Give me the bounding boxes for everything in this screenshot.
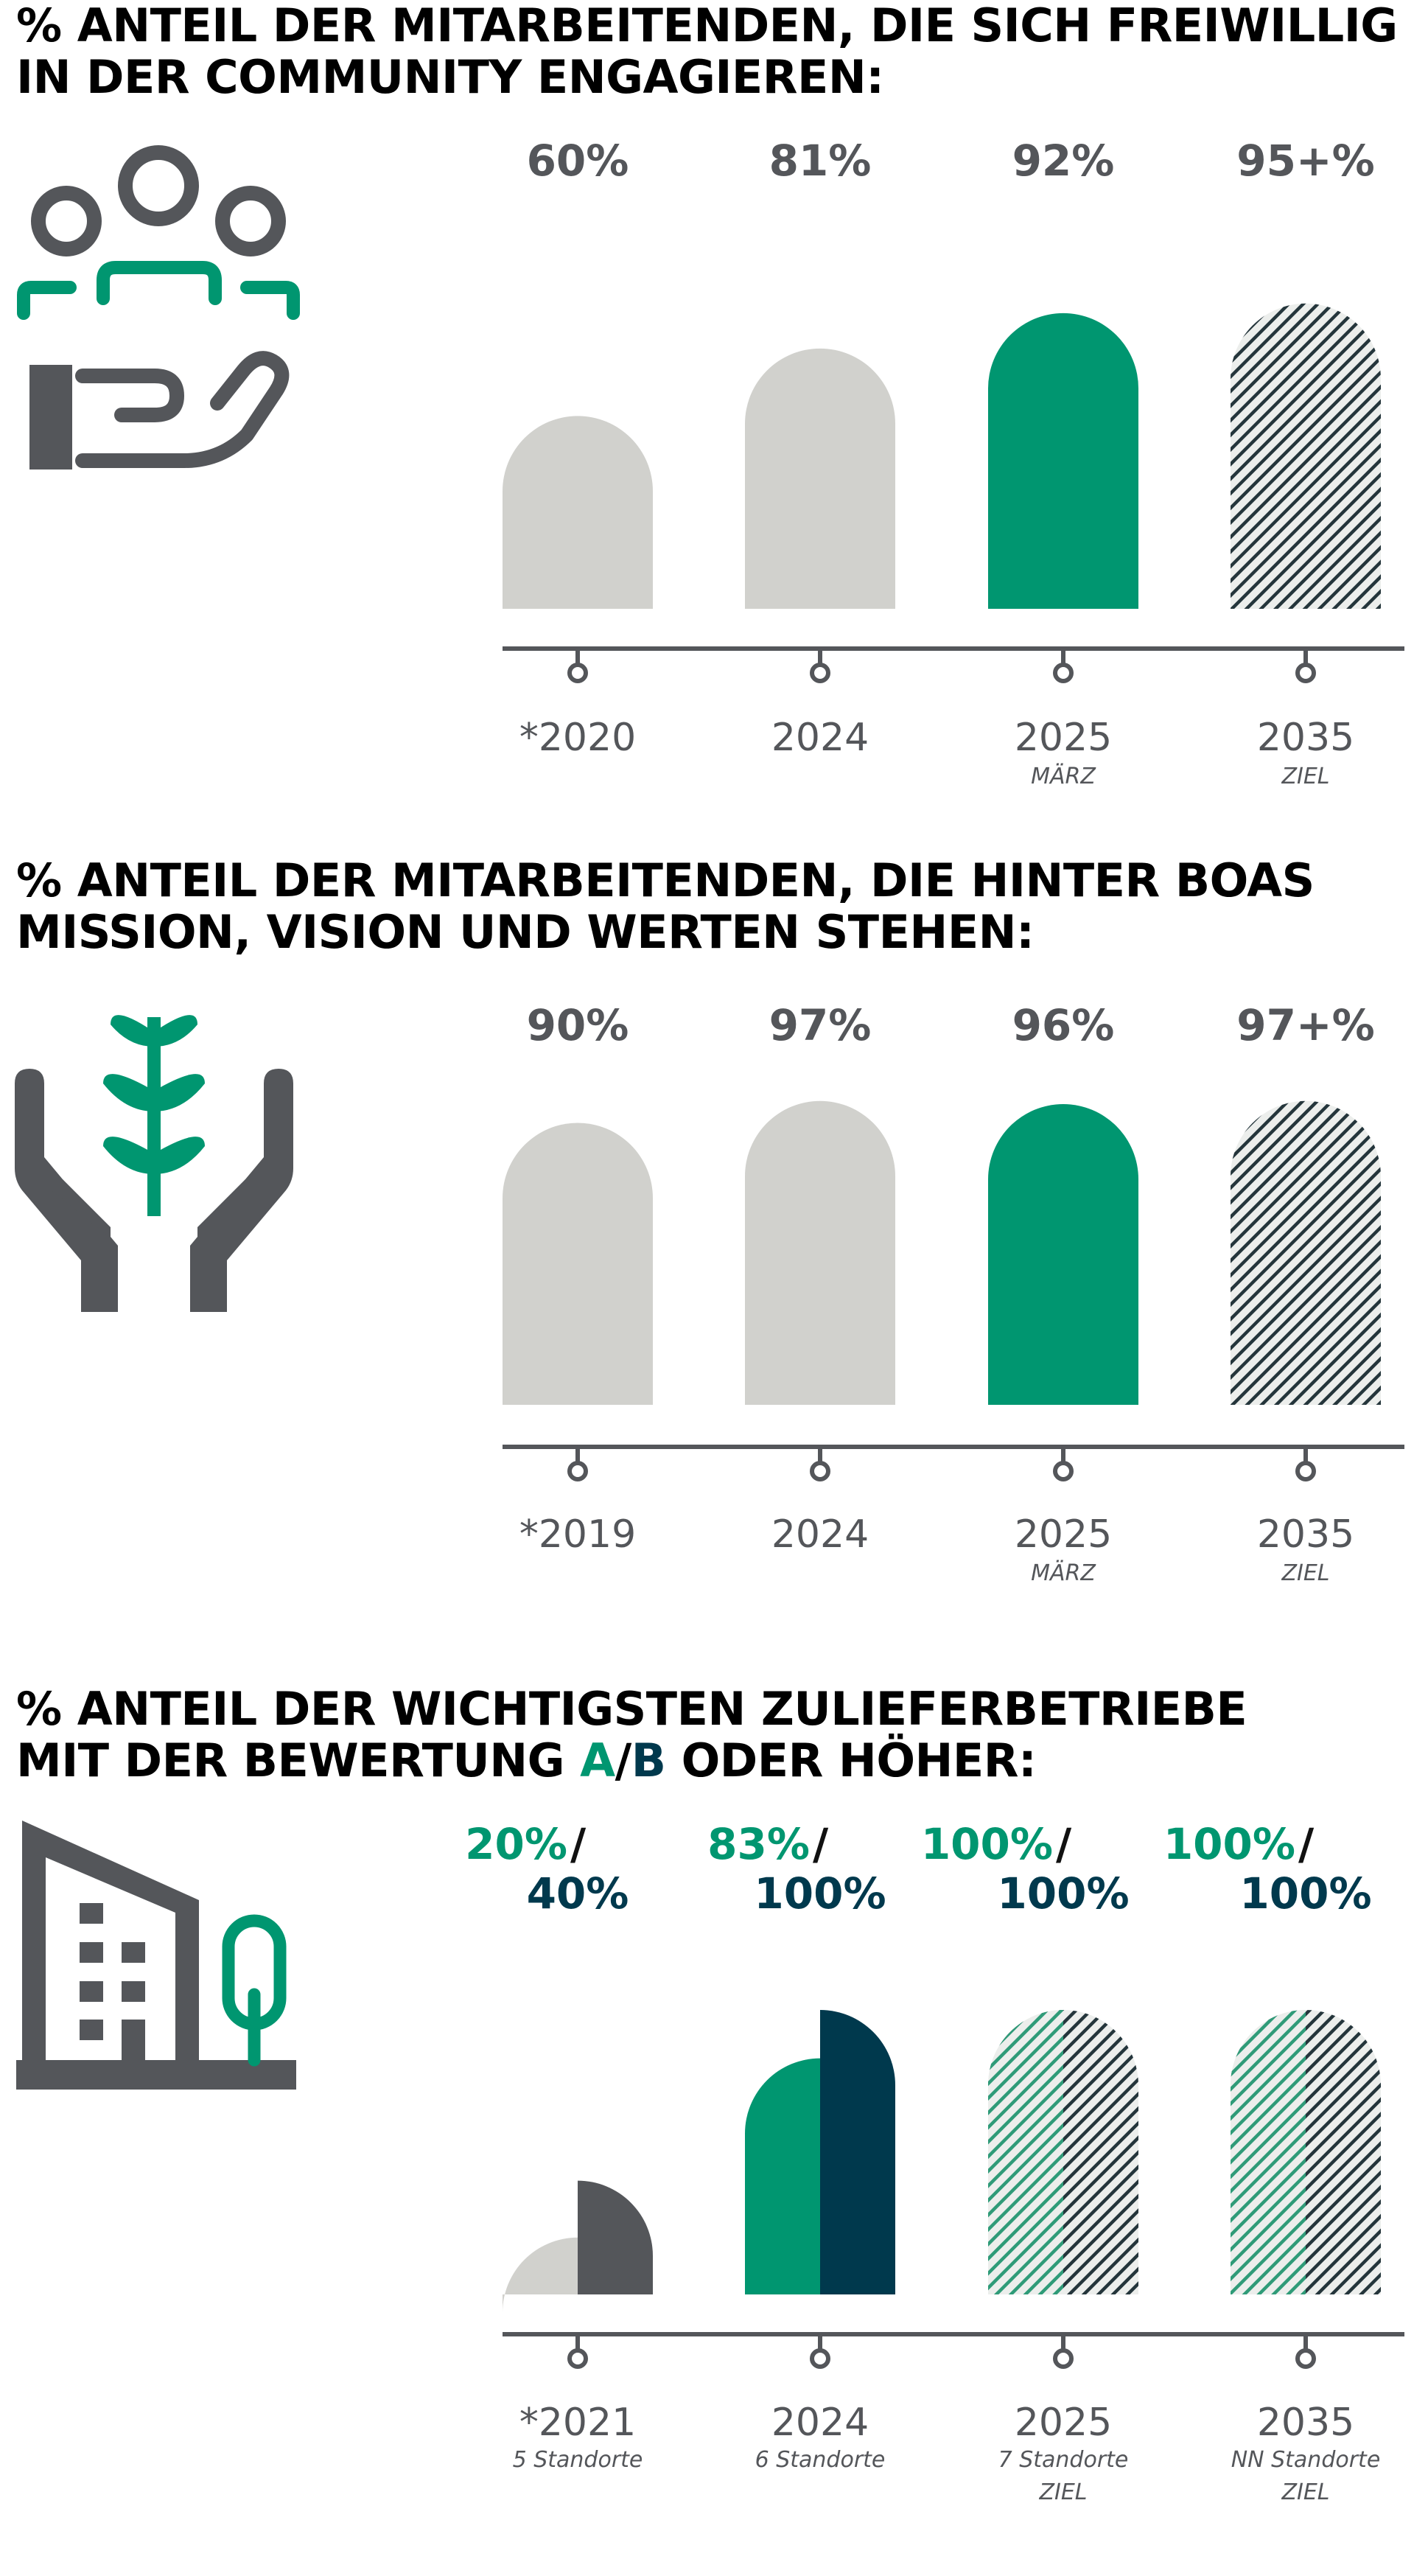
value-label-separator-2021: / <box>570 1819 587 1869</box>
bar-a-2025 <box>988 2010 1063 2294</box>
x-tick-label-2024: 2024 <box>771 2401 869 2445</box>
x-tick-label-2024: 2024 <box>771 716 869 760</box>
x-tick-label-2035: 2035 <box>1257 1512 1354 1557</box>
axis-tick-dot <box>1295 2348 1316 2369</box>
chart-1-title-line-1: % ANTEIL DER MITARBEITENDEN, DIE SICH FR… <box>16 0 1398 52</box>
x-tick-label-2035: 2035 <box>1257 716 1354 760</box>
value-label-separator-2024: / <box>813 1819 829 1869</box>
x-sublabel-2035: ZIEL <box>1281 1560 1329 1586</box>
x-tick-label-2025: 2025 <box>1015 716 1112 760</box>
chart-3-title-line-1: % ANTEIL DER WICHTIGSTEN ZULIEFERBETRIEB… <box>16 1682 1247 1736</box>
axis-tick-dot <box>810 2348 830 2369</box>
chart-1-volunteering: 60% *2020 81% 2024 92% 2025 MÄRZ 95+% 2035 ZIEL <box>503 136 1404 789</box>
value-label-a-2024: 83% <box>707 1819 810 1869</box>
bar-a-2021 <box>503 2237 578 2313</box>
x-sublabel-2024: 6 Standorte <box>755 2447 886 2473</box>
value-label-b-2035: 100% <box>1239 1868 1371 1919</box>
bar-2024 <box>745 1100 895 1405</box>
x-sublabel-2035: ZIEL <box>1281 764 1329 789</box>
bar-2035 <box>1231 1100 1381 1405</box>
chart-1-title-line-2: IN DER COMMUNITY ENGAGIEREN: <box>16 50 884 104</box>
chart-3-title-b: B <box>631 1734 666 1787</box>
axis-tick-dot <box>1053 1461 1074 1481</box>
chart-3-title-slash: / <box>615 1734 632 1787</box>
volunteer-people-hand-icon <box>17 145 300 470</box>
x-tick-label-2019: *2019 <box>519 1512 636 1557</box>
axis-tick-dot <box>1295 1461 1316 1481</box>
value-label-a-2021: 20% <box>465 1819 567 1869</box>
x-sublabel2-2035: ZIEL <box>1281 2479 1329 2505</box>
x-tick-label-2020: *2020 <box>519 716 636 760</box>
plant-in-hands-icon <box>15 1015 293 1312</box>
axis-tick-dot <box>567 1461 588 1481</box>
value-label-a-2025: 100% <box>921 1819 1053 1869</box>
bar-2025 <box>988 313 1138 609</box>
value-label-2024: 97% <box>769 1000 872 1050</box>
value-label-b-2024: 100% <box>754 1868 886 1919</box>
axis-tick-dot <box>1053 663 1074 683</box>
value-label-a-2035: 100% <box>1163 1819 1295 1869</box>
bar-2035 <box>1231 303 1381 609</box>
bar-2020 <box>503 416 653 609</box>
bar-2019 <box>503 1123 653 1405</box>
chart-3-title-a: A <box>580 1734 615 1787</box>
chart-3-title-post: ODER HÖHER: <box>665 1734 1037 1787</box>
value-label-separator-2035: / <box>1298 1819 1315 1869</box>
x-tick-label-2024: 2024 <box>771 1512 869 1557</box>
bar-2024 <box>745 348 895 609</box>
chart-3-title-pre: MIT DER BEWERTUNG <box>16 1734 581 1787</box>
axis-tick-dot <box>567 663 588 683</box>
x-sublabel2-2025: ZIEL <box>1038 2479 1087 2505</box>
value-label-2025: 96% <box>1012 1000 1115 1050</box>
value-label-2019: 90% <box>527 1000 629 1050</box>
value-label-2024: 81% <box>769 136 872 186</box>
axis-tick-dot <box>1295 663 1316 683</box>
x-sublabel-2025: 7 Standorte <box>998 2447 1129 2473</box>
x-sublabel-2025: MÄRZ <box>1031 1560 1096 1586</box>
bar-2025 <box>988 1104 1138 1405</box>
building-tree-icon <box>16 1821 296 2090</box>
chart-3-title-line-2: MIT DER BEWERTUNG A/B ODER HÖHER: <box>16 1735 1247 1787</box>
axis-tick-dot <box>810 663 830 683</box>
x-tick-label-2025: 2025 <box>1015 1512 1112 1557</box>
chart-1-title: % ANTEIL DER MITARBEITENDEN, DIE SICH FR… <box>16 0 1398 103</box>
axis-tick-dot <box>810 1461 830 1481</box>
bar-b-2021 <box>578 2180 653 2294</box>
value-label-2025: 92% <box>1012 136 1115 186</box>
chart-2-mission-vision: 90% *2019 97% 2024 96% 2025 MÄRZ 97+% 2035 ZIEL <box>503 1000 1404 1586</box>
value-label-2035: 97+% <box>1236 1000 1374 1050</box>
axis-tick-dot <box>1053 2348 1074 2369</box>
chart-2-title-line-2: MISSION, VISION UND WERTEN STEHEN: <box>16 905 1035 959</box>
bar-a-2024 <box>745 2058 820 2294</box>
value-label-b-2025: 100% <box>997 1868 1129 1919</box>
bar-a-2035 <box>1231 2010 1306 2294</box>
chart-3-title: % ANTEIL DER WICHTIGSTEN ZULIEFERBETRIEB… <box>16 1683 1247 1787</box>
axis-tick-dot <box>567 2348 588 2369</box>
value-label-separator-2025: / <box>1056 1819 1072 1869</box>
bar-b-2024 <box>820 2010 895 2294</box>
x-tick-label-2035: 2035 <box>1257 2401 1354 2445</box>
x-sublabel-2021: 5 Standorte <box>513 2447 643 2473</box>
chart-2-title: % ANTEIL DER MITARBEITENDEN, DIE HINTER … <box>16 855 1315 958</box>
x-sublabel-2025: MÄRZ <box>1031 763 1096 789</box>
value-label-2035: 95+% <box>1236 136 1374 186</box>
x-tick-label-2021: *2021 <box>519 2401 636 2445</box>
x-tick-label-2025: 2025 <box>1015 2401 1112 2445</box>
value-label-2020: 60% <box>527 136 629 186</box>
x-sublabel-2035: NN Standorte <box>1231 2447 1381 2473</box>
value-label-b-2021: 40% <box>527 1868 629 1919</box>
chart-2-title-line-1: % ANTEIL DER MITARBEITENDEN, DIE HINTER … <box>16 854 1315 907</box>
